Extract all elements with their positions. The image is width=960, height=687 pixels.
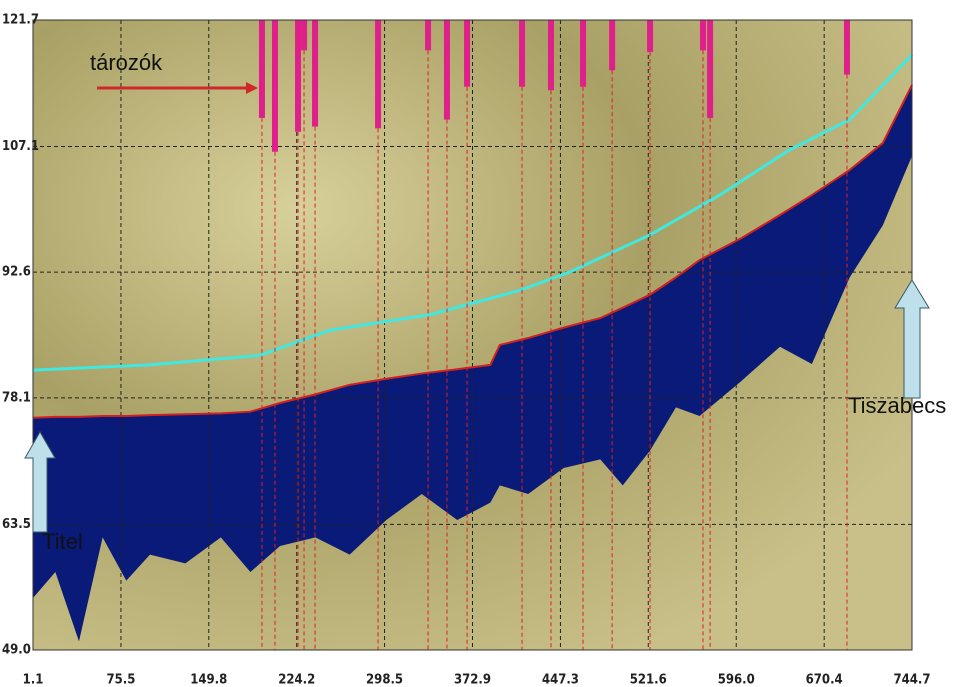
reservoir-bar: [580, 20, 587, 87]
y-tick-label: 121.7: [2, 13, 39, 28]
x-tick-label: 744.7: [894, 673, 931, 687]
y-tick-label: 49.0: [2, 643, 31, 658]
x-tick-label: 596.0: [718, 673, 755, 687]
reservoir-bar: [519, 20, 526, 87]
y-tick-label: 78.1: [2, 390, 31, 405]
arrow-up: [894, 279, 930, 399]
x-tick-label: 670.4: [806, 673, 843, 687]
reservoir-bar: [301, 20, 308, 51]
reservoir-bar: [295, 20, 302, 132]
x-tick-label: 149.8: [190, 673, 227, 687]
y-tick-label: 107.1: [2, 139, 39, 154]
reservoir-bar: [258, 20, 265, 118]
reservoir-bar: [443, 20, 450, 120]
x-tick-label: 1.1: [23, 673, 44, 687]
reservoir-bar: [609, 20, 616, 71]
annotation: Titel: [42, 529, 83, 554]
reservoir-bar: [271, 20, 278, 152]
line: [32, 84, 913, 419]
x-tick-label: 372.9: [454, 673, 491, 687]
y-tick-label: 63.5: [2, 517, 31, 532]
x-tick-label: 75.5: [107, 673, 136, 687]
reservoir-bar: [312, 20, 319, 127]
reservoir-bar: [464, 20, 471, 87]
annotation: tározók: [90, 50, 163, 75]
annotation: Tiszabecs: [848, 393, 946, 418]
reservoir-bar: [647, 20, 654, 53]
x-tick-label: 224.2: [278, 673, 315, 687]
bottom-area: [33, 84, 912, 642]
x-tick-label: 521.6: [630, 673, 667, 687]
y-tick-label: 92.6: [2, 265, 31, 280]
reservoir-bar: [700, 20, 707, 51]
x-tick-label: 447.3: [542, 673, 579, 687]
reservoir-bar: [843, 20, 850, 75]
x-tick-label: 298.5: [366, 673, 403, 687]
arrow-head: [246, 82, 258, 94]
reservoir-bar: [425, 20, 432, 51]
reservoir-bar: [547, 20, 554, 91]
line: [32, 53, 914, 372]
arrow-up: [24, 430, 56, 533]
reservoir-bar: [375, 20, 382, 129]
reservoir-bar: [707, 20, 714, 118]
